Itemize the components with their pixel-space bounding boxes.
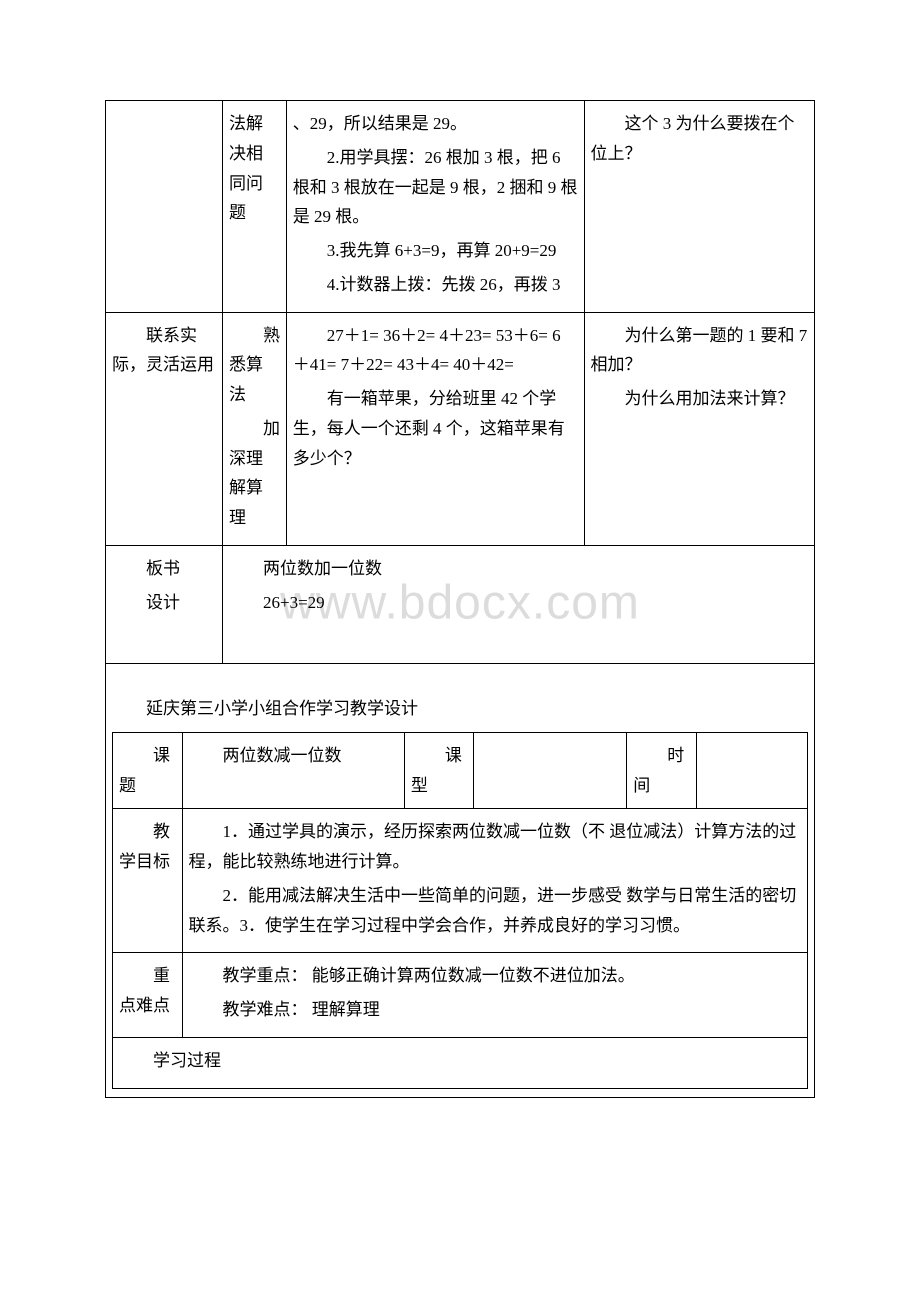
text: 4.计数器上拨：先拨 26，再拨 3 [293,270,578,300]
text: 1．通过学具的演示，经历探索两位数减一位数（不 退位减法）计算方法的过程，能比较… [189,817,802,877]
cell: 重点难点 [113,953,183,1038]
text: 2.用学具摆：26 根加 3 根，把 6 根和 3 根放在一起是 9 根，2 捆… [293,143,578,232]
text: 为什么用加法来计算？ [591,384,808,414]
cell: 为什么第一题的 1 要和 7 相加？ 为什么用加法来计算？ [584,312,814,545]
label: 学习过程 [119,1046,801,1076]
cell: 教学目标 [113,809,183,953]
label: 教学目标 [119,817,176,877]
text: 设计 [112,588,216,618]
text: 加深理解算理 [229,414,280,533]
cell: 时间 [627,732,697,809]
text: 这个 3 为什么要拨在个位上？ [591,109,808,169]
label: 时间 [633,741,690,801]
table-row: 教学目标 1．通过学具的演示，经历探索两位数减一位数（不 退位减法）计算方法的过… [113,809,808,953]
text: 教学难点： 理解算理 [189,995,802,1025]
lesson-table-2: 课题 两位数减一位数 课型 时间 教学目标 1．通过学具的演示，经历探索两位数减… [112,732,808,1089]
label: 重点难点 [119,961,176,1021]
text: 有一箱苹果，分给班里 42 个学生，每人一个还剩 4 个，这箱苹果有多少个？ [293,384,578,473]
table-row: 课题 两位数减一位数 课型 时间 [113,732,808,809]
text: 教学重点： 能够正确计算两位数减一位数不进位加法。 [189,961,802,991]
cell: 法解决相同问题 [222,101,286,313]
cell: 两位数加一位数 26+3=29 [222,545,814,663]
cell: 熟悉算法 加深理解算理 [222,312,286,545]
cell [696,732,807,809]
section-title: 延庆第三小学小组合作学习教学设计 [146,694,808,724]
text: 3.我先算 6+3=9，再算 20+9=29 [293,236,578,266]
cell: 27＋1= 36＋2= 4＋23= 53＋6= 6＋41= 7＋22= 43＋4… [286,312,584,545]
cell: 延庆第三小学小组合作学习教学设计 课题 [106,664,815,1098]
value: 两位数减一位数 [189,741,342,771]
label: 课型 [411,741,468,801]
text: 两位数加一位数 [229,554,808,584]
table-row: 联系实际，灵活运用 熟悉算法 加深理解算理 27＋1= 36＋2= 4＋23= … [106,312,815,545]
cell: 联系实际，灵活运用 [106,312,223,545]
text: 联系实际，灵活运用 [112,321,216,381]
label: 课题 [119,741,176,801]
text: 熟悉算法 [229,321,280,410]
table-row: 学习过程 [113,1037,808,1088]
cell: 1．通过学具的演示，经历探索两位数减一位数（不 退位减法）计算方法的过程，能比较… [182,809,808,953]
text: 板书 [112,554,216,584]
table-row: 延庆第三小学小组合作学习教学设计 课题 [106,664,815,1098]
text: 、29，所以结果是 29。 [293,109,578,139]
cell: 、29，所以结果是 29。 2.用学具摆：26 根加 3 根，把 6 根和 3 … [286,101,584,313]
lesson-table-1: 法解决相同问题 、29，所以结果是 29。 2.用学具摆：26 根加 3 根，把… [105,100,815,1098]
cell: 两位数减一位数 [182,732,404,809]
text: 2．能用减法解决生活中一些简单的问题，进一步感受 数学与日常生活的密切联系。3．… [189,881,802,941]
cell: 这个 3 为什么要拨在个位上？ [584,101,814,313]
cell: 板书 设计 [106,545,223,663]
cell: 课型 [404,732,474,809]
cell [106,101,223,313]
text: 27＋1= 36＋2= 4＋23= 53＋6= 6＋41= 7＋22= 43＋4… [293,321,578,381]
cell: 课题 [113,732,183,809]
table-row: 板书 设计 两位数加一位数 26+3=29 [106,545,815,663]
text: 26+3=29 [229,588,808,618]
table-row: 重点难点 教学重点： 能够正确计算两位数减一位数不进位加法。 教学难点： 理解算… [113,953,808,1038]
text: 为什么第一题的 1 要和 7 相加？ [591,321,808,381]
cell: 教学重点： 能够正确计算两位数减一位数不进位加法。 教学难点： 理解算理 [182,953,808,1038]
text: 法解决相同问题 [229,114,263,222]
cell [474,732,627,809]
table-row: 法解决相同问题 、29，所以结果是 29。 2.用学具摆：26 根加 3 根，把… [106,101,815,313]
cell: 学习过程 [113,1037,808,1088]
